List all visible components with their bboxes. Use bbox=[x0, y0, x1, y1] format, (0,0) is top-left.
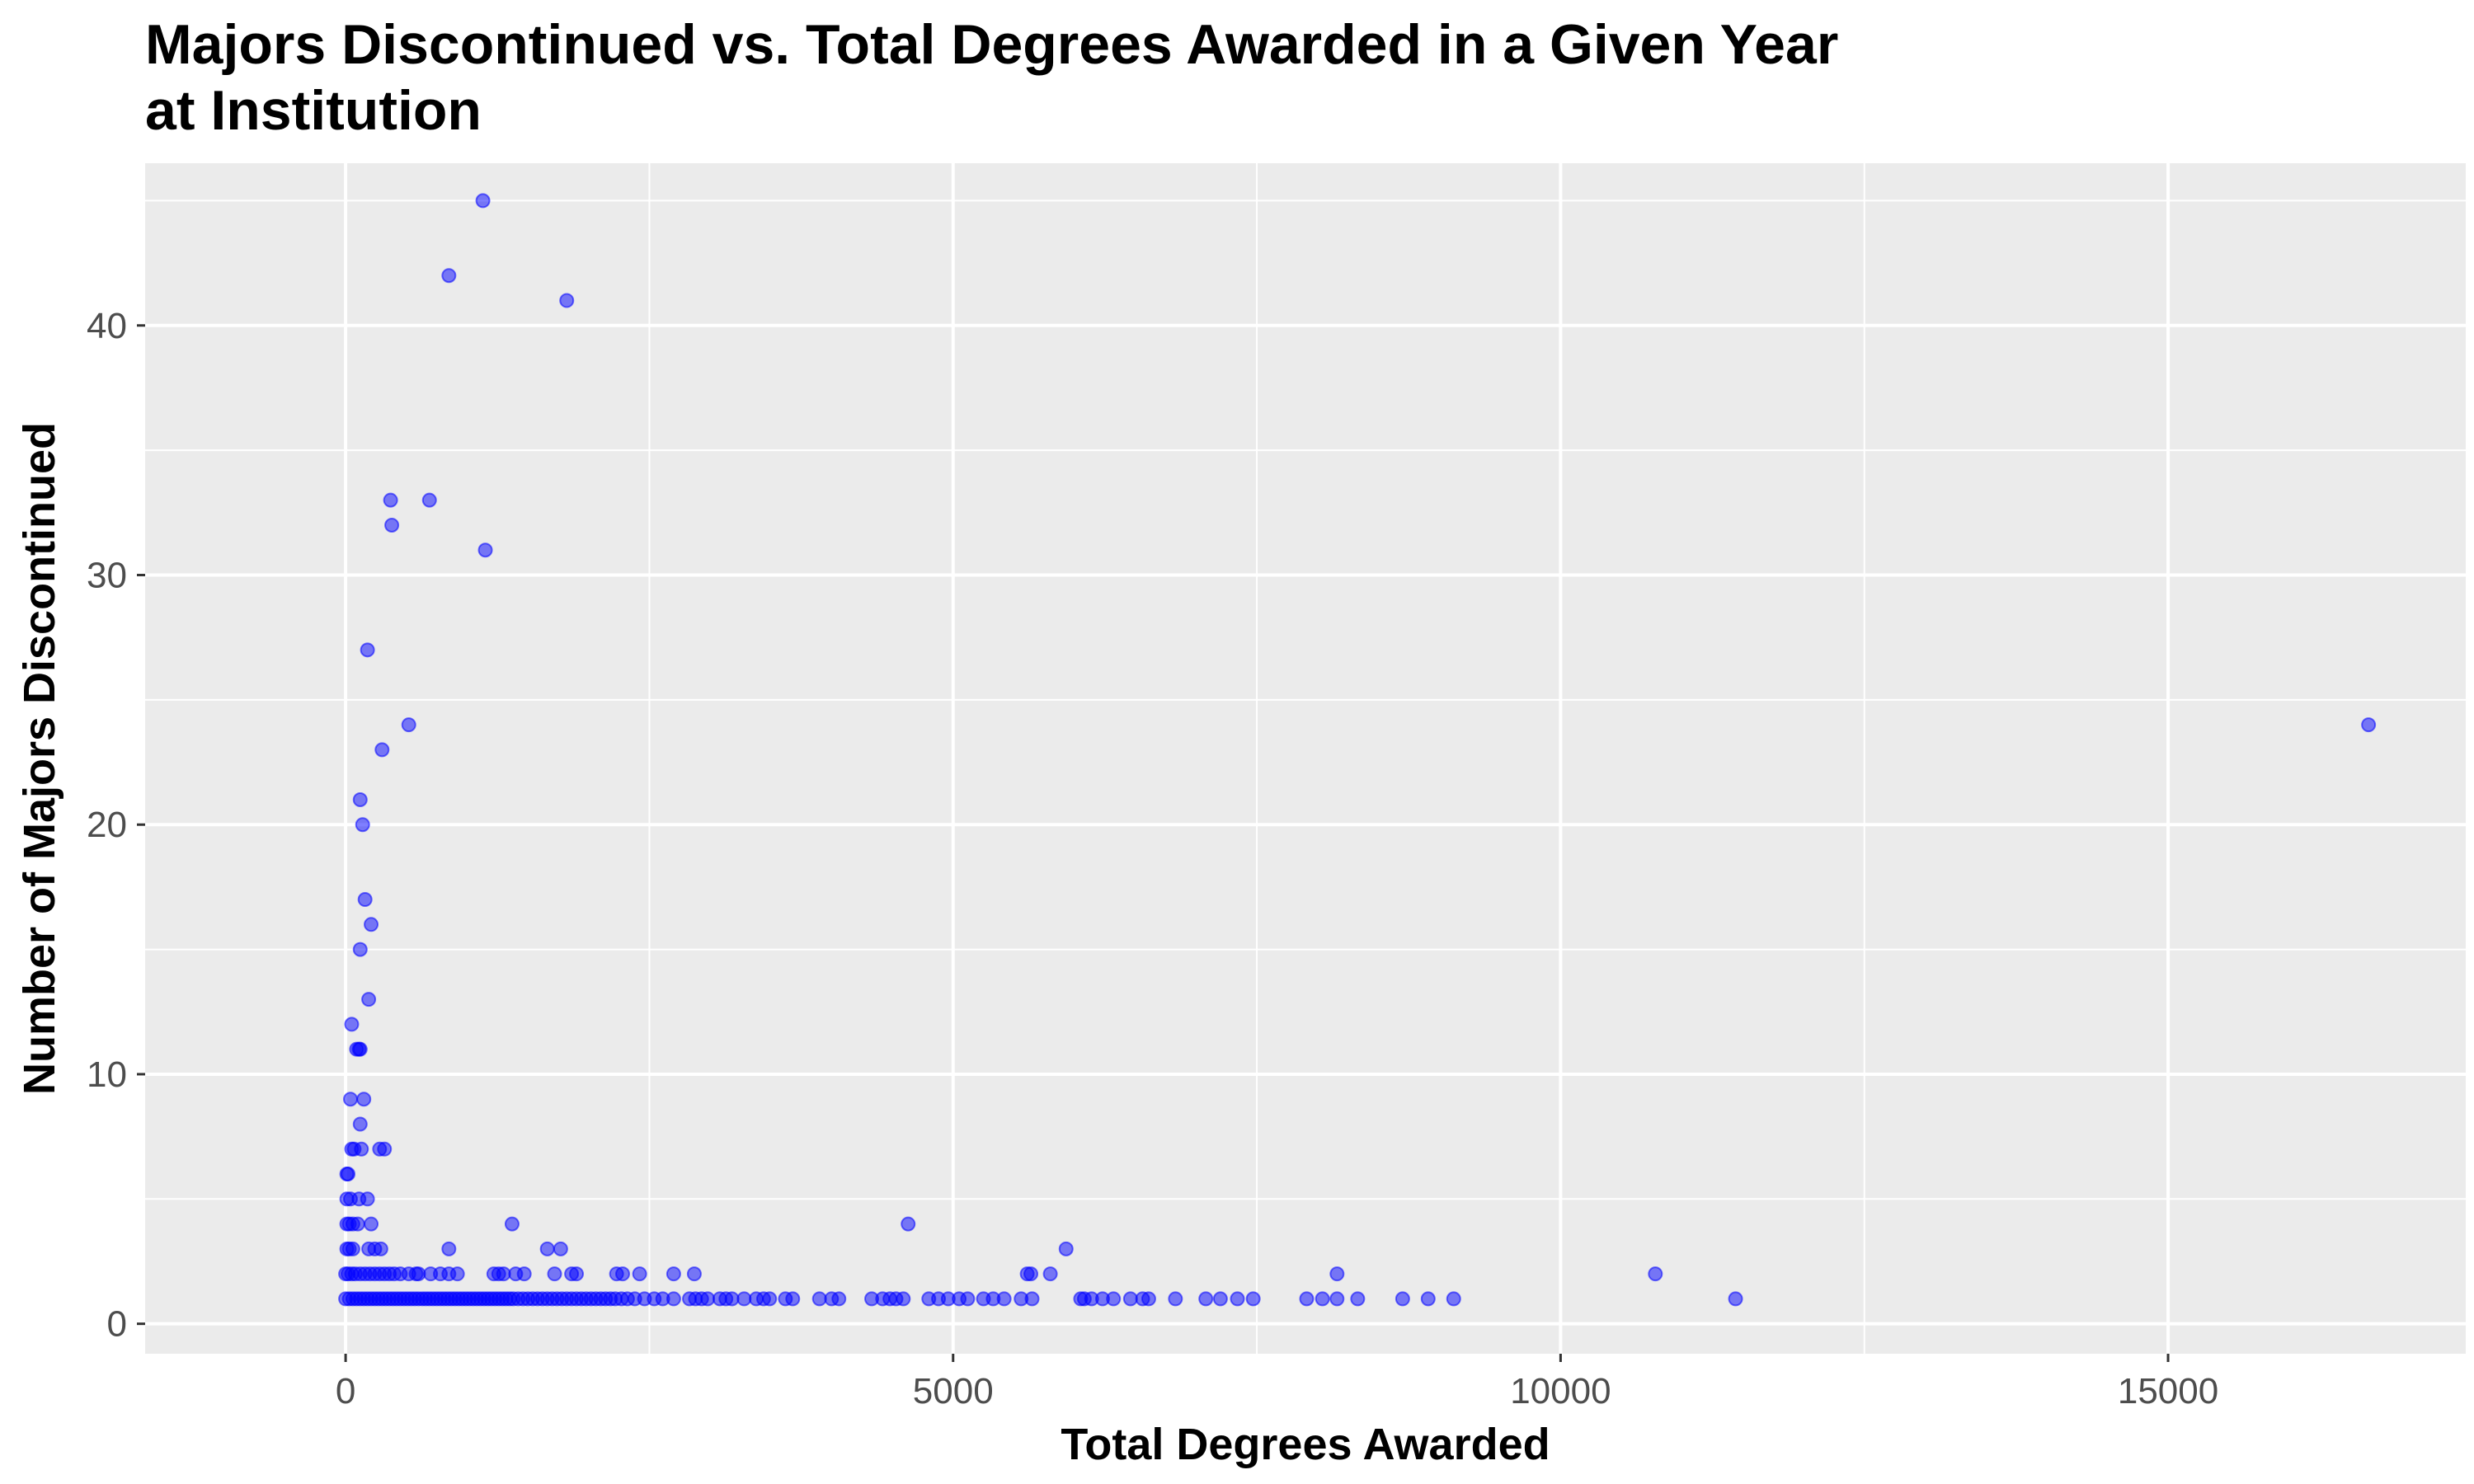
data-point bbox=[516, 1266, 532, 1282]
y-tick-label: 30 bbox=[87, 555, 127, 595]
data-point bbox=[569, 1266, 585, 1282]
data-point bbox=[896, 1291, 911, 1307]
data-point bbox=[360, 642, 375, 658]
data-point bbox=[1315, 1291, 1330, 1307]
data-point bbox=[1198, 1291, 1214, 1307]
data-point bbox=[547, 1266, 562, 1282]
data-point bbox=[831, 1291, 847, 1307]
major-gridlines bbox=[145, 163, 2466, 1354]
data-point bbox=[1728, 1291, 1743, 1307]
data-point bbox=[352, 942, 368, 957]
data-point bbox=[811, 1291, 827, 1307]
data-point bbox=[352, 1041, 368, 1057]
data-points bbox=[338, 193, 2377, 1307]
data-point bbox=[1023, 1266, 1039, 1282]
data-point bbox=[354, 1141, 369, 1157]
data-point bbox=[1420, 1291, 1436, 1307]
data-point bbox=[342, 1092, 358, 1107]
data-point bbox=[666, 1291, 681, 1307]
minor-gridlines bbox=[145, 163, 2466, 1354]
data-point bbox=[785, 1291, 801, 1307]
data-point bbox=[1245, 1291, 1261, 1307]
y-axis-ticks: 0 10 20 30 40 bbox=[87, 306, 145, 1345]
data-point bbox=[357, 892, 373, 908]
data-point bbox=[1168, 1291, 1183, 1307]
plot-panel bbox=[145, 163, 2466, 1354]
data-point bbox=[901, 1216, 916, 1232]
data-point bbox=[1106, 1291, 1122, 1307]
data-point bbox=[736, 1291, 752, 1307]
data-point bbox=[960, 1291, 976, 1307]
data-point bbox=[475, 193, 491, 209]
data-point bbox=[374, 742, 390, 758]
data-point bbox=[1299, 1291, 1315, 1307]
data-point bbox=[421, 492, 437, 508]
data-point bbox=[350, 1216, 365, 1232]
chart-title: Majors Discontinued vs. Total Degrees Aw… bbox=[145, 12, 2372, 143]
data-point bbox=[441, 1241, 457, 1256]
data-point bbox=[996, 1291, 1012, 1307]
data-point bbox=[364, 917, 379, 932]
data-point bbox=[383, 492, 398, 508]
data-point bbox=[1230, 1291, 1245, 1307]
x-tick-label: 0 bbox=[336, 1371, 355, 1411]
data-point bbox=[553, 1241, 568, 1256]
data-point bbox=[559, 293, 575, 308]
data-point bbox=[1024, 1291, 1040, 1307]
data-point bbox=[449, 1266, 465, 1282]
data-point bbox=[352, 791, 368, 807]
data-point bbox=[477, 542, 493, 558]
data-point bbox=[1042, 1266, 1058, 1282]
data-point bbox=[384, 517, 400, 533]
data-point bbox=[1446, 1291, 1461, 1307]
y-tick-label: 20 bbox=[87, 805, 127, 845]
chart-title-line-1: Majors Discontinued vs. Total Degrees Aw… bbox=[145, 13, 1839, 76]
data-point bbox=[1329, 1291, 1345, 1307]
data-point bbox=[724, 1291, 740, 1307]
data-point bbox=[700, 1291, 716, 1307]
x-tick-label: 10000 bbox=[1510, 1371, 1611, 1411]
data-point bbox=[666, 1266, 681, 1282]
data-point bbox=[361, 992, 377, 1007]
data-point bbox=[401, 717, 416, 733]
y-tick-label: 40 bbox=[87, 306, 127, 346]
chart-title-line-2: at Institution bbox=[145, 79, 482, 142]
data-point bbox=[1122, 1291, 1138, 1307]
data-point bbox=[411, 1266, 426, 1282]
x-tick-label: 15000 bbox=[2118, 1371, 2218, 1411]
data-point bbox=[1141, 1291, 1156, 1307]
data-point bbox=[1212, 1291, 1228, 1307]
data-point bbox=[686, 1266, 702, 1282]
y-axis-title: Number of Majors Discontinued bbox=[15, 422, 64, 1095]
data-point bbox=[632, 1266, 647, 1282]
data-point bbox=[341, 1167, 356, 1182]
data-point bbox=[615, 1266, 631, 1282]
data-point bbox=[1395, 1291, 1410, 1307]
data-point bbox=[496, 1266, 511, 1282]
data-point bbox=[377, 1141, 393, 1157]
data-point bbox=[1648, 1266, 1663, 1282]
data-point bbox=[504, 1216, 520, 1232]
y-tick-label: 0 bbox=[107, 1304, 127, 1345]
data-point bbox=[762, 1291, 778, 1307]
data-point bbox=[356, 1092, 372, 1107]
data-point bbox=[352, 1116, 368, 1132]
data-point bbox=[360, 1191, 375, 1207]
data-point bbox=[364, 1216, 379, 1232]
y-tick-label: 10 bbox=[87, 1054, 127, 1095]
data-point bbox=[1058, 1241, 1074, 1256]
data-point bbox=[441, 268, 457, 284]
x-axis-title: Total Degrees Awarded bbox=[1061, 1420, 1550, 1469]
data-point bbox=[539, 1241, 555, 1256]
data-point bbox=[1329, 1266, 1345, 1282]
data-point bbox=[1350, 1291, 1366, 1307]
data-point bbox=[345, 1241, 360, 1256]
data-point bbox=[344, 1017, 360, 1032]
x-tick-label: 5000 bbox=[913, 1371, 994, 1411]
x-axis-ticks: 0 5000 10000 15000 bbox=[336, 1354, 2218, 1411]
data-point bbox=[355, 817, 370, 833]
data-point bbox=[373, 1241, 388, 1256]
data-point bbox=[2361, 717, 2377, 733]
